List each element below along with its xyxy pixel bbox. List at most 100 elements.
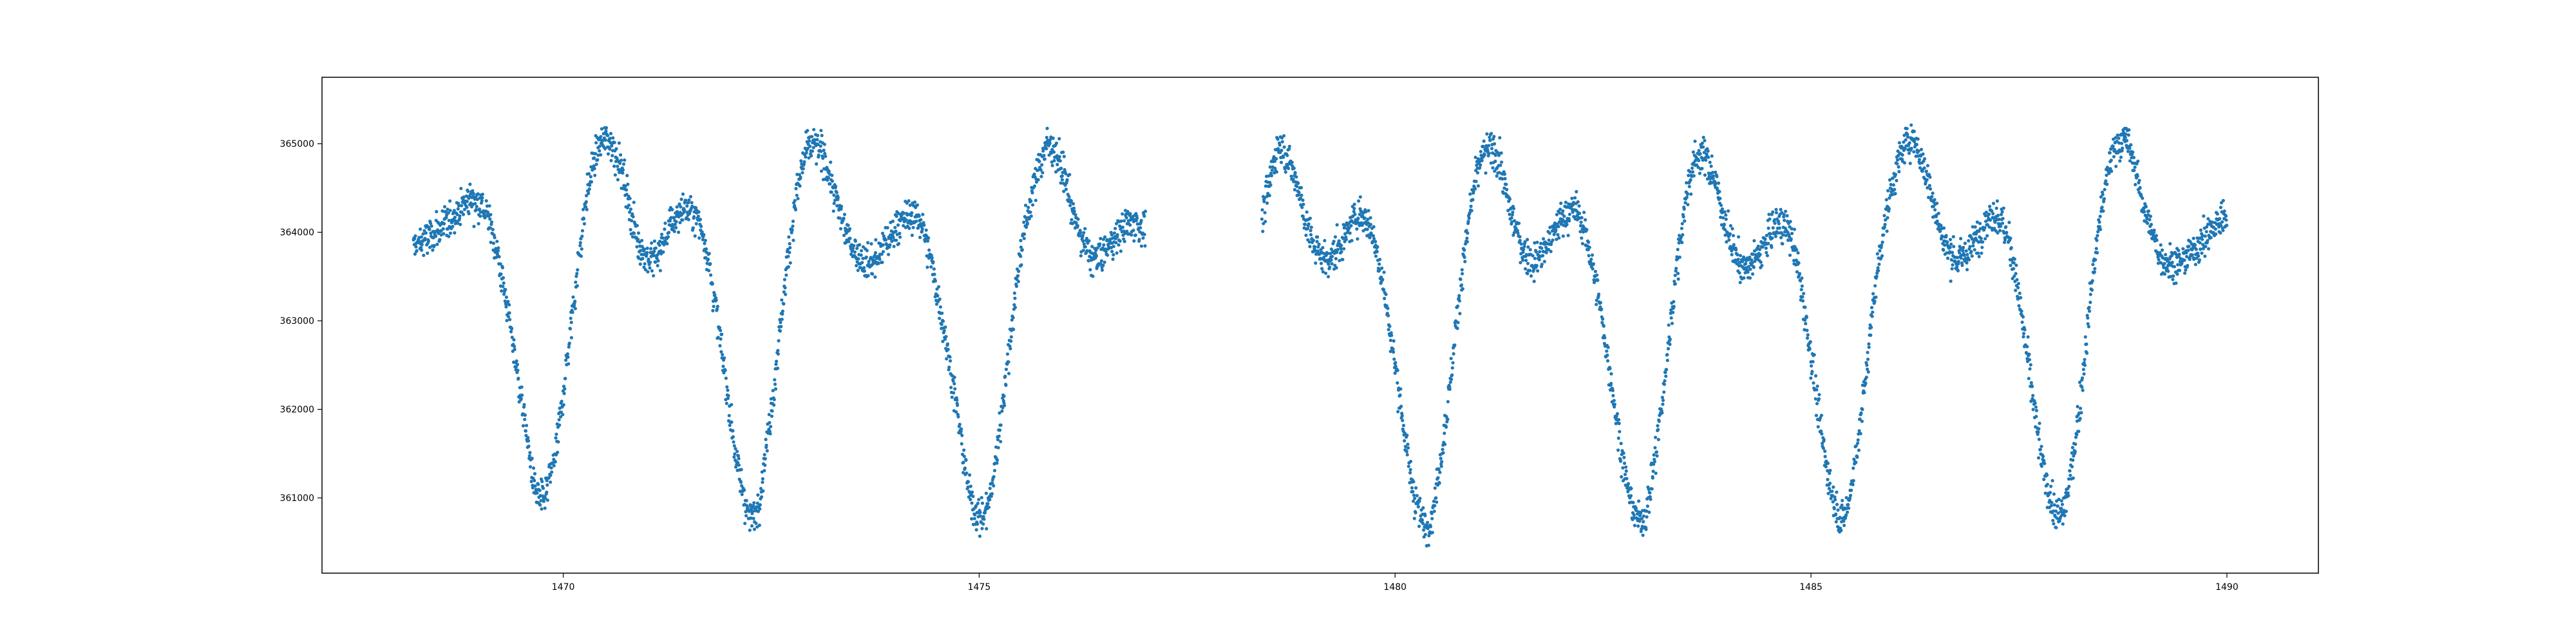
data-point: [435, 210, 439, 214]
data-point: [2205, 225, 2209, 229]
data-point: [1421, 522, 1425, 526]
data-point: [652, 249, 656, 253]
data-point: [1835, 490, 1839, 494]
data-point: [545, 498, 549, 502]
data-point: [2105, 173, 2108, 177]
data-point: [1748, 267, 1752, 271]
data-point: [1432, 499, 1436, 504]
data-point: [1838, 516, 1842, 520]
data-point: [1750, 261, 1754, 265]
data-point: [1638, 514, 1642, 518]
data-point: [1382, 270, 1386, 274]
data-point: [1590, 253, 1595, 257]
data-point: [442, 205, 447, 209]
data-point: [898, 231, 902, 236]
data-point: [694, 222, 698, 225]
data-point: [2163, 272, 2166, 276]
data-point: [988, 498, 992, 502]
data-point: [1374, 240, 1378, 243]
data-point: [2184, 251, 2188, 255]
data-point: [864, 255, 868, 259]
data-point: [1657, 419, 1661, 423]
data-point: [1554, 228, 1558, 232]
data-point: [609, 158, 613, 162]
data-point: [549, 473, 553, 477]
data-point: [1907, 151, 1911, 155]
data-point: [516, 368, 520, 372]
data-point: [1025, 225, 1028, 229]
data-point: [2221, 198, 2225, 203]
data-point: [429, 222, 433, 225]
data-point: [2015, 278, 2019, 281]
data-point: [902, 211, 905, 215]
data-point: [1804, 316, 1808, 319]
data-point: [709, 273, 713, 277]
data-point: [2080, 385, 2084, 389]
data-point: [1011, 316, 1015, 319]
data-point: [480, 196, 484, 200]
data-point: [1057, 137, 1061, 140]
data-point: [1013, 296, 1017, 300]
data-point: [1964, 249, 1968, 253]
data-point: [1474, 180, 1478, 184]
data-point: [1730, 252, 1734, 256]
data-point: [619, 153, 623, 157]
data-point: [700, 230, 704, 234]
data-point: [2087, 305, 2091, 309]
data-point: [2026, 335, 2030, 339]
data-point: [953, 387, 957, 391]
data-point: [1909, 146, 1913, 151]
data-point: [1341, 258, 1345, 261]
data-point: [1983, 226, 1987, 230]
data-point: [727, 413, 731, 417]
data-point: [1905, 127, 1909, 131]
data-point: [2078, 417, 2082, 421]
data-point: [1340, 243, 1343, 247]
data-point: [1871, 292, 1875, 296]
data-point: [1942, 248, 1946, 252]
data-point: [475, 198, 479, 202]
data-point: [948, 355, 952, 359]
data-point: [1433, 504, 1437, 507]
data-point: [489, 220, 494, 224]
data-point: [593, 152, 598, 156]
data-point: [1654, 450, 1658, 454]
data-point: [1680, 241, 1684, 245]
data-point: [1650, 487, 1654, 491]
data-point: [1502, 186, 1506, 190]
data-point: [1880, 254, 1884, 258]
data-point: [1542, 237, 1546, 241]
data-point: [1112, 245, 1115, 249]
data-point: [670, 207, 674, 212]
data-point: [494, 247, 498, 251]
data-point: [752, 527, 757, 531]
data-point: [1701, 145, 1705, 149]
data-point: [930, 256, 934, 260]
data-point: [910, 211, 914, 215]
data-point: [1880, 240, 1884, 244]
data-point: [578, 241, 582, 245]
data-point: [1706, 149, 1710, 153]
data-point: [1493, 169, 1497, 173]
data-point: [800, 171, 804, 175]
data-point: [1406, 446, 1410, 450]
data-point: [527, 454, 531, 458]
data-point: [1463, 255, 1466, 260]
data-point: [466, 189, 470, 193]
data-point: [674, 226, 678, 230]
data-point: [1810, 364, 1814, 368]
data-point: [1795, 270, 1799, 274]
data-point: [1969, 250, 1973, 254]
data-point: [547, 476, 551, 480]
data-point: [1950, 251, 1955, 254]
data-point: [1296, 181, 1300, 185]
data-point: [755, 501, 759, 505]
data-point: [671, 225, 675, 229]
data-point: [797, 173, 801, 176]
data-point: [1654, 471, 1658, 475]
data-point: [1290, 160, 1294, 164]
data-point: [1103, 235, 1107, 239]
data-point: [891, 220, 895, 223]
data-point: [740, 493, 744, 497]
